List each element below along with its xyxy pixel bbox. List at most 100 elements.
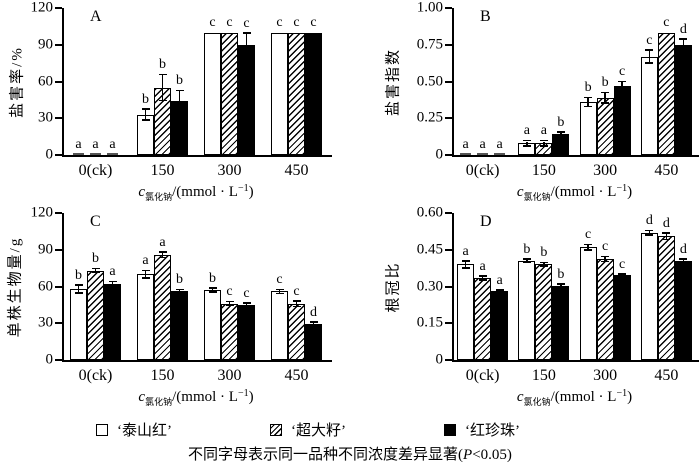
significance-letter: c bbox=[602, 239, 609, 255]
error-bar-cap bbox=[292, 305, 301, 307]
error-bar bbox=[144, 109, 147, 120]
legend-item-hongzhenzhu: ‘红珍珠’ bbox=[444, 419, 520, 440]
x-axis-title-part: −1 bbox=[616, 183, 628, 194]
x-axis-title-part: 氯化钠 bbox=[145, 192, 173, 202]
significance-letter: a bbox=[109, 137, 116, 152]
error-bar-cap bbox=[618, 273, 627, 275]
error-bar bbox=[604, 257, 606, 261]
y-tick-mark bbox=[55, 359, 62, 361]
x-axis-title-part: −1 bbox=[237, 388, 249, 399]
error-bar bbox=[560, 132, 562, 136]
error-bar-cap bbox=[91, 271, 100, 274]
error-bar-cap bbox=[495, 292, 504, 294]
error-bar bbox=[211, 288, 214, 292]
figure-caption: 不同字母表示同一品种不同浓度差异显著(P<0.05) bbox=[0, 443, 700, 464]
error-bar-cap bbox=[141, 108, 150, 110]
x-tick-label: 0(ck) bbox=[78, 367, 113, 384]
y-tick-label: 120 bbox=[30, 204, 54, 221]
x-tick-label: 0(ck) bbox=[465, 162, 500, 179]
bar-white bbox=[579, 102, 597, 155]
y-tick-label: 30 bbox=[38, 314, 53, 331]
error-bar-cap bbox=[175, 110, 184, 113]
legend: ‘泰山红’ ‘超大籽’ ‘红珍珠’ bbox=[96, 419, 520, 440]
error-bar-cap bbox=[522, 261, 531, 264]
error-bar-cap bbox=[539, 261, 548, 264]
significance-letter: c bbox=[226, 14, 233, 30]
y-tick-mark bbox=[445, 212, 452, 214]
bar-hatch bbox=[288, 303, 305, 360]
error-bar-cap bbox=[645, 229, 654, 232]
bar-black bbox=[238, 304, 255, 360]
y-tick-label: 90 bbox=[38, 36, 53, 53]
error-bar bbox=[621, 274, 623, 277]
x-axis-title-B: c氯化钠/(mmol · L−1) bbox=[452, 183, 697, 203]
x-axis-title-part: /(mmol · L bbox=[172, 389, 238, 405]
significance-letter: b bbox=[176, 73, 183, 89]
bar-black bbox=[674, 44, 692, 155]
error-bar-cap bbox=[679, 38, 688, 40]
error-bar bbox=[245, 303, 248, 307]
y-tick-mark bbox=[445, 117, 452, 120]
error-bar-cap bbox=[141, 269, 150, 272]
bar-white bbox=[204, 32, 221, 155]
x-axis-title-part: ) bbox=[627, 184, 633, 200]
y-tick-mark bbox=[55, 117, 62, 120]
error-bar-cap bbox=[208, 287, 217, 289]
error-bar-cap bbox=[679, 258, 688, 260]
significance-letter: c bbox=[276, 14, 283, 30]
error-bar bbox=[77, 285, 80, 293]
x-axis-title-part: ) bbox=[248, 184, 254, 200]
error-bar bbox=[648, 50, 651, 63]
significance-letter: d bbox=[310, 304, 317, 320]
y-tick-label: 0.15 bbox=[416, 314, 443, 331]
error-bar bbox=[682, 39, 685, 50]
error-bar-cap bbox=[584, 243, 593, 246]
legend-swatch-solid-square-icon bbox=[444, 423, 456, 436]
error-bar bbox=[526, 259, 528, 262]
error-bar-cap bbox=[242, 306, 251, 308]
bar-black bbox=[305, 32, 322, 155]
significance-letter: c bbox=[663, 15, 670, 30]
bar-hatch bbox=[596, 259, 614, 360]
error-bar-cap bbox=[618, 80, 627, 83]
legend-item-chaodazi: ‘超大籽’ bbox=[270, 419, 346, 440]
y-tick-mark bbox=[445, 43, 452, 46]
legend-swatch-hatched-square-icon bbox=[270, 423, 282, 436]
error-bar-cap bbox=[158, 73, 167, 76]
bar-white bbox=[271, 32, 288, 155]
error-bar bbox=[604, 93, 606, 103]
error-bar-cap bbox=[158, 251, 167, 253]
x-axis-title-part: /(mmol · L bbox=[550, 389, 617, 405]
y-tick-label: 1.00 bbox=[416, 0, 443, 16]
significance-letter: a bbox=[75, 137, 82, 152]
error-bar-cap bbox=[309, 321, 318, 323]
significance-letter: c bbox=[243, 285, 250, 301]
significance-letter: b bbox=[584, 80, 592, 96]
y-tick-label: 0.75 bbox=[416, 36, 443, 53]
error-bar-cap bbox=[601, 102, 610, 104]
bar-black bbox=[552, 285, 570, 360]
bar-white bbox=[460, 153, 472, 155]
bar-black bbox=[171, 291, 188, 360]
caption-p-symbol: P bbox=[463, 447, 473, 463]
y-tick-mark bbox=[55, 154, 62, 156]
error-bar bbox=[526, 141, 528, 146]
bar-white bbox=[640, 56, 658, 155]
error-bar-cap bbox=[478, 275, 487, 277]
error-bar-cap bbox=[539, 265, 548, 267]
y-tick-mark bbox=[445, 322, 452, 325]
bar-black bbox=[552, 134, 570, 155]
error-bar-cap bbox=[108, 280, 117, 283]
y-tick-mark bbox=[445, 248, 452, 251]
y-tick-mark bbox=[445, 359, 452, 361]
significance-letter: d bbox=[679, 21, 687, 37]
bar-hatch bbox=[87, 270, 104, 360]
error-bar bbox=[144, 271, 147, 278]
error-bar-cap bbox=[584, 105, 593, 108]
error-bar-cap bbox=[74, 292, 83, 294]
bar-white bbox=[137, 274, 154, 360]
